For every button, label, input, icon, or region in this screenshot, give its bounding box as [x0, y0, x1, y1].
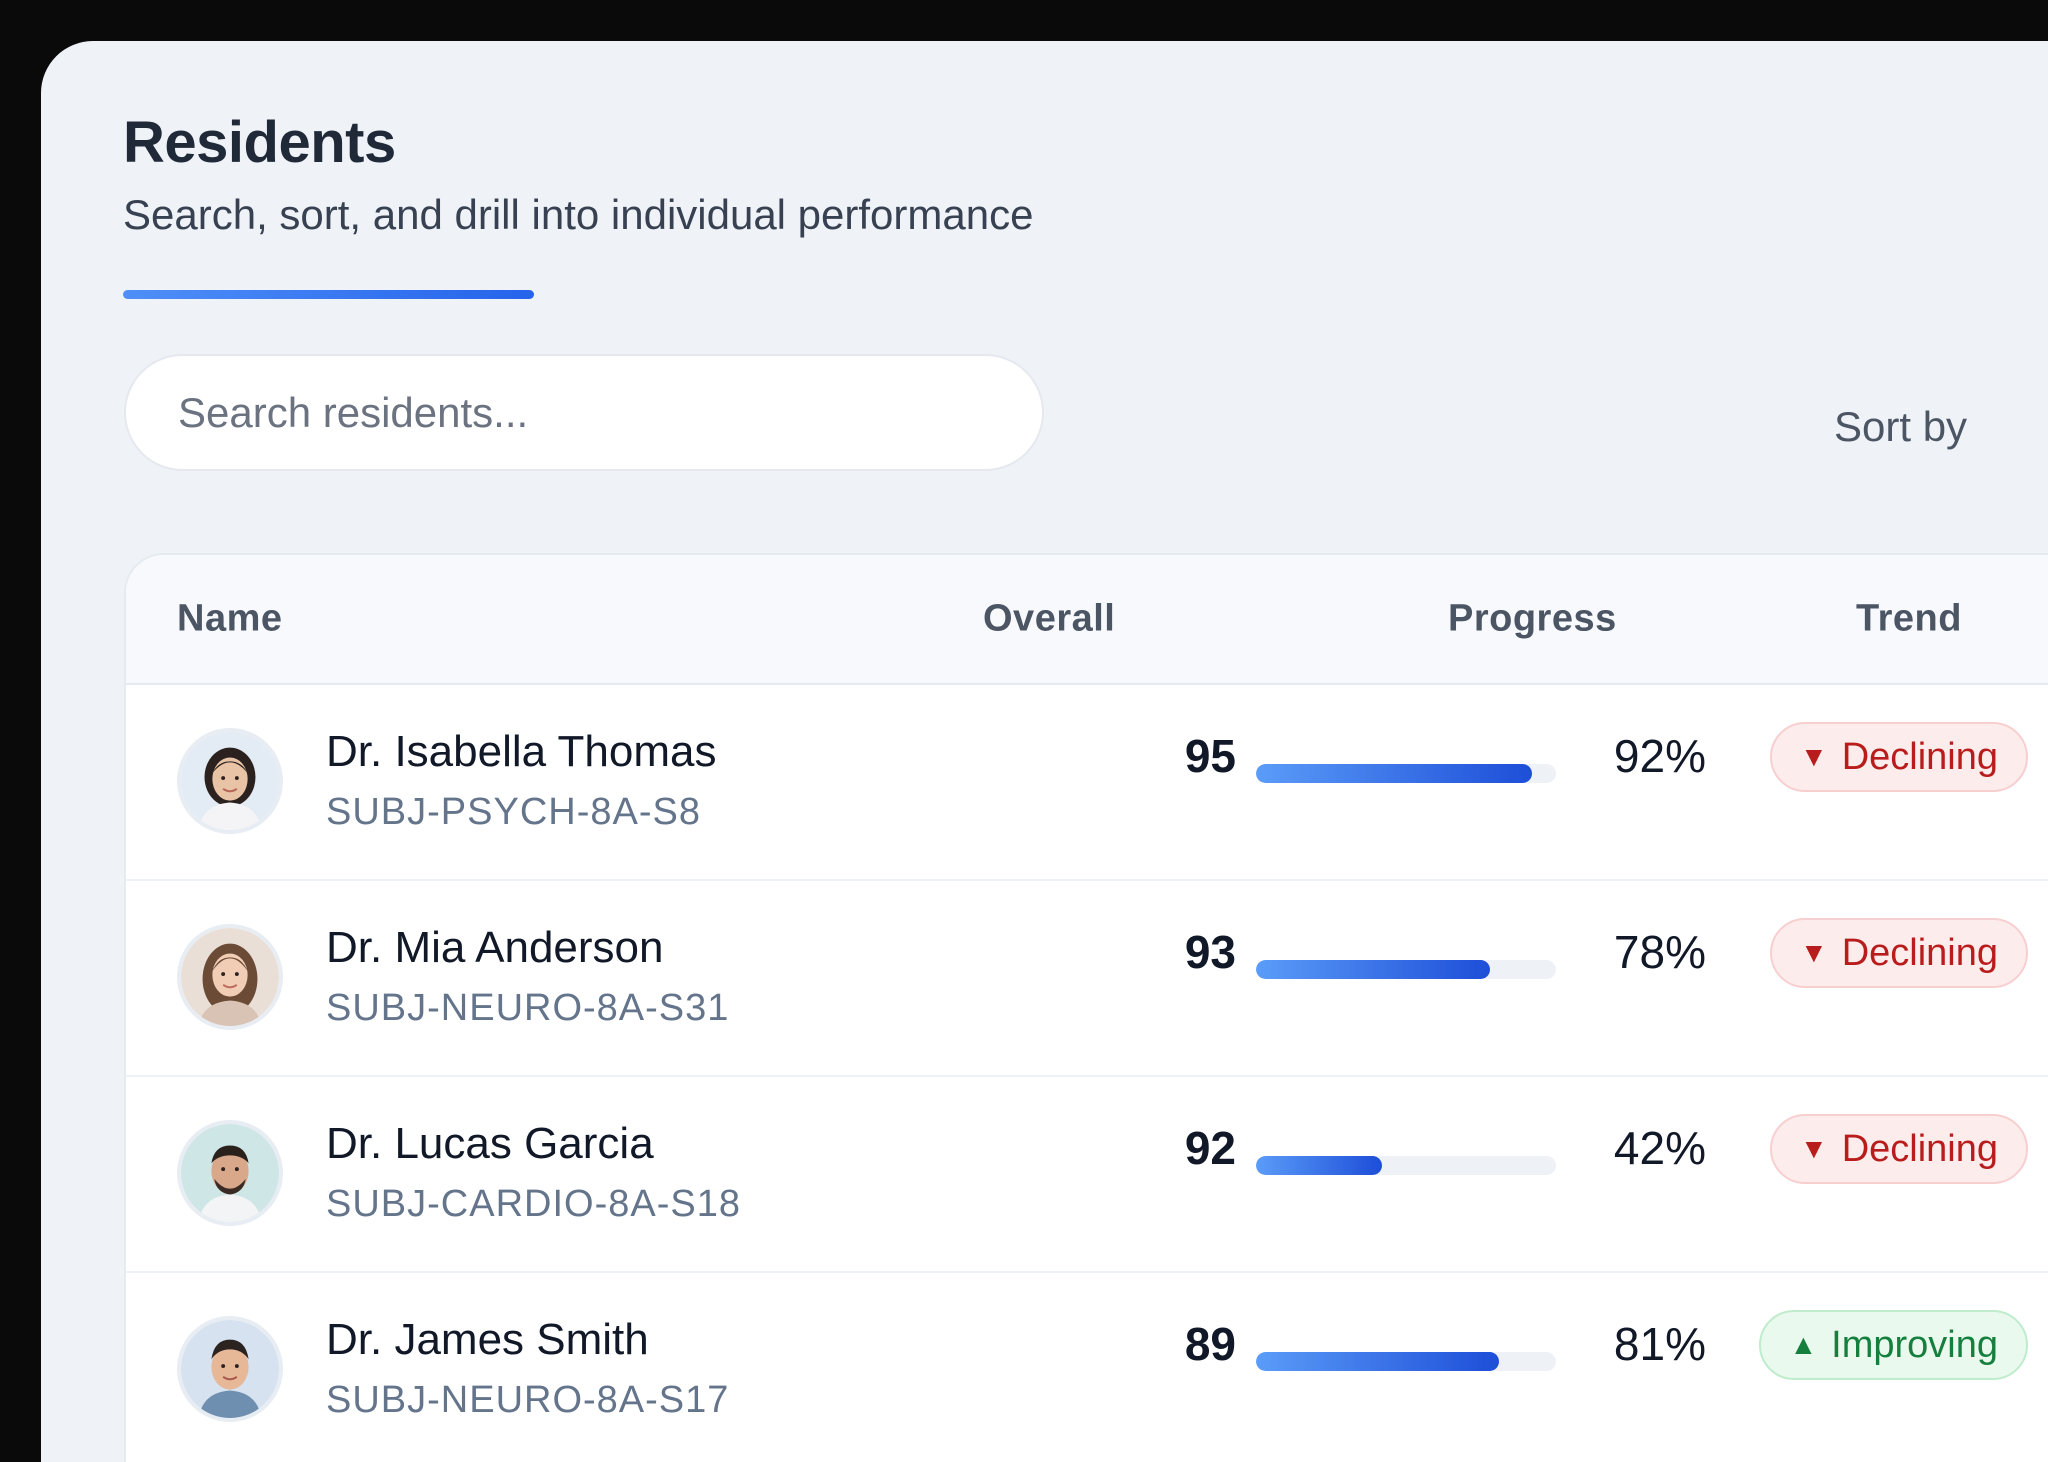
column-header-progress[interactable]: Progress — [1448, 597, 1617, 640]
table-row[interactable]: Dr. Lucas Garcia SUBJ-CARDIO-8A-S18 92 4… — [126, 1075, 2048, 1273]
resident-code: SUBJ-NEURO-8A-S31 — [326, 987, 730, 1029]
resident-name[interactable]: Dr. Isabella Thomas — [326, 727, 717, 776]
person-avatar-icon — [181, 928, 279, 1026]
table-header: Name Overall Progress Trend — [126, 555, 2048, 685]
progress-bar-fill — [1256, 1352, 1499, 1371]
avatar — [177, 1120, 283, 1226]
triangle-down-icon: ▼ — [1799, 1133, 1828, 1164]
sort-by-label: Sort by — [1834, 403, 1968, 450]
column-header-overall[interactable]: Overall — [983, 597, 1116, 640]
person-avatar-icon — [181, 1124, 279, 1222]
resident-code: SUBJ-PSYCH-8A-S8 — [326, 791, 701, 833]
progress-percent: 81% — [1613, 1318, 1706, 1370]
residents-table: Name Overall Progress Trend — [124, 553, 2048, 1462]
overall-score: 89 — [1184, 1318, 1236, 1370]
person-avatar-icon — [181, 732, 279, 830]
triangle-up-icon: ▲ — [1789, 1329, 1818, 1360]
trend-badge: ▼ Declining — [1769, 918, 2028, 988]
title-underline — [123, 290, 534, 299]
trend-label: Declining — [1841, 735, 1998, 778]
trend-badge: ▼ Declining — [1769, 1114, 2028, 1184]
page-subtitle: Search, sort, and drill into individual … — [123, 191, 1034, 238]
trend-badge: ▼ Declining — [1769, 722, 2028, 792]
progress-bar-fill — [1256, 1156, 1382, 1175]
resident-code: SUBJ-CARDIO-8A-S18 — [326, 1183, 741, 1225]
table-row[interactable]: Dr. Mia Anderson SUBJ-NEURO-8A-S31 93 78… — [126, 879, 2048, 1077]
resident-code: SUBJ-NEURO-8A-S17 — [326, 1379, 730, 1421]
app-screen: Residents Search, sort, and drill into i… — [41, 41, 2048, 1462]
progress-bar — [1256, 764, 1556, 783]
progress-bar — [1256, 1156, 1556, 1175]
column-header-trend[interactable]: Trend — [1856, 597, 1962, 640]
progress-bar — [1256, 1352, 1556, 1371]
table-row[interactable]: Dr. Isabella Thomas SUBJ-PSYCH-8A-S8 95 … — [126, 683, 2048, 881]
avatar — [177, 728, 283, 834]
triangle-down-icon: ▼ — [1799, 937, 1828, 968]
trend-badge: ▲ Improving — [1759, 1310, 2028, 1380]
progress-bar-fill — [1256, 764, 1532, 783]
progress-percent: 42% — [1613, 1122, 1706, 1174]
progress-percent: 92% — [1613, 730, 1706, 782]
resident-name[interactable]: Dr. Lucas Garcia — [326, 1119, 654, 1168]
trend-label: Improving — [1831, 1323, 1998, 1366]
resident-name[interactable]: Dr. Mia Anderson — [326, 923, 664, 972]
overall-score: 95 — [1184, 730, 1236, 782]
avatar — [177, 924, 283, 1030]
person-avatar-icon — [181, 1320, 279, 1418]
resident-name[interactable]: Dr. James Smith — [326, 1315, 649, 1364]
triangle-down-icon: ▼ — [1799, 741, 1828, 772]
trend-label: Declining — [1841, 1127, 1998, 1170]
progress-percent: 78% — [1613, 926, 1706, 978]
overall-score: 93 — [1184, 926, 1236, 978]
search-input[interactable] — [124, 354, 1044, 471]
avatar — [177, 1316, 283, 1422]
progress-bar — [1256, 960, 1556, 979]
trend-label: Declining — [1841, 931, 1998, 974]
overall-score: 92 — [1184, 1122, 1236, 1174]
column-header-name[interactable]: Name — [177, 597, 283, 640]
table-row[interactable]: Dr. James Smith SUBJ-NEURO-8A-S17 89 81%… — [126, 1271, 2048, 1462]
page-title: Residents — [123, 110, 396, 175]
progress-bar-fill — [1256, 960, 1490, 979]
